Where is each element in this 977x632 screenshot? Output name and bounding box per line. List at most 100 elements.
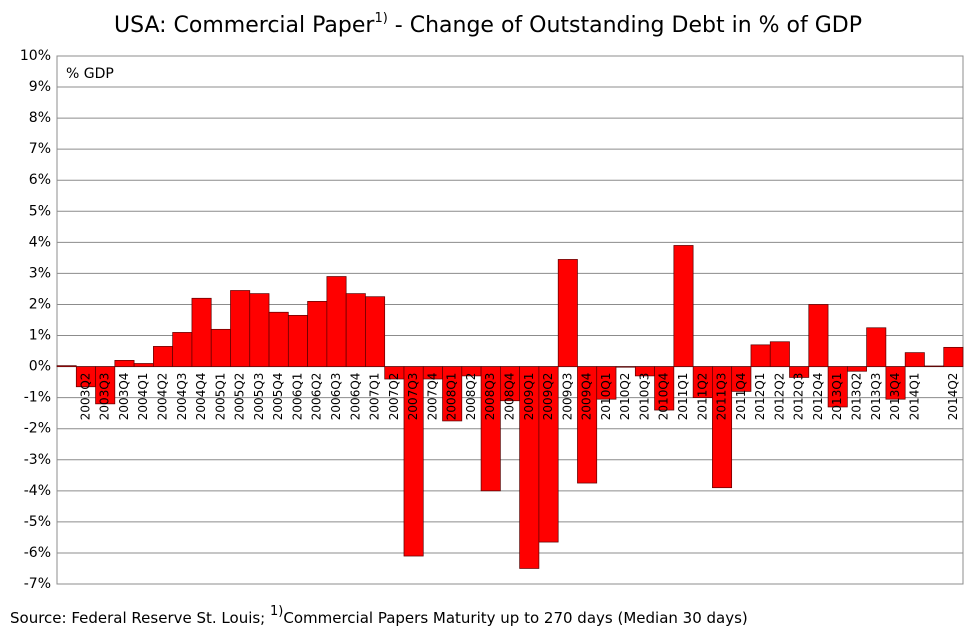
y-tick-label: -7%: [24, 576, 51, 592]
bar: [615, 366, 636, 368]
bar: [56, 365, 77, 367]
bar: [172, 332, 193, 367]
bar: [596, 366, 617, 400]
x-tick-label: 2007Q2: [387, 373, 401, 421]
x-tick-label: 2010Q3: [637, 373, 651, 421]
bar: [789, 366, 810, 378]
bar: [885, 366, 906, 400]
bar: [557, 259, 578, 367]
x-tick-label: 2006Q3: [329, 373, 343, 421]
x-tick-label: 2008Q2: [464, 373, 478, 421]
bar: [153, 346, 174, 367]
x-tick-label: 2004Q4: [194, 373, 208, 421]
y-tick-label: 9%: [29, 79, 51, 95]
chart-title: USA: Commercial Paper1) - Change of Outs…: [114, 11, 862, 39]
bar: [769, 341, 790, 367]
x-tick-label: 2010Q4: [657, 373, 671, 421]
bar: [345, 293, 366, 367]
title-text: USA: Commercial Paper: [114, 13, 375, 38]
bar: [95, 366, 116, 405]
x-tick-label: 2006Q1: [290, 373, 304, 421]
bar: [365, 296, 386, 367]
bar: [210, 328, 231, 367]
bar: [249, 293, 270, 367]
bar: [827, 366, 848, 408]
x-tick-label: 2014Q1: [907, 373, 921, 421]
x-tick-label: 2003Q2: [78, 373, 92, 421]
x-tick-label: 2005Q1: [213, 373, 227, 421]
bar: [731, 366, 752, 392]
source-text: Source: Federal Reserve St. Louis;: [10, 609, 270, 627]
y-tick-label: 8%: [29, 110, 51, 126]
x-tick-label: 2009Q3: [560, 373, 574, 421]
bar: [230, 290, 251, 367]
y-tick-label: 6%: [29, 172, 51, 188]
x-tick-label: 2003Q3: [98, 373, 112, 421]
x-tick-label: 2013Q4: [888, 373, 902, 421]
y-tick-label: 2%: [29, 296, 51, 312]
bar: [480, 366, 501, 492]
x-tick-label: 2005Q4: [271, 373, 285, 421]
y-tick-label: 10%: [20, 48, 51, 64]
y-tick-label: 1%: [29, 328, 51, 344]
bar: [287, 314, 308, 367]
x-tick-label: 2003Q4: [117, 373, 131, 421]
bar: [654, 366, 675, 411]
bar: [846, 366, 867, 372]
source-note: Source: Federal Reserve St. Louis; 1)Com…: [10, 604, 748, 627]
y-tick-label: -4%: [24, 483, 51, 499]
x-tick-label: 2008Q3: [483, 373, 497, 421]
bar: [750, 344, 771, 367]
bar: [808, 304, 829, 367]
x-tick-label: 2006Q4: [348, 373, 362, 421]
y-tick-label: -3%: [24, 452, 51, 468]
bar: [538, 366, 559, 543]
x-tick-label: 2013Q2: [849, 373, 863, 421]
x-tick-label: 2010Q2: [618, 373, 632, 421]
x-tick-label: 2007Q3: [406, 373, 420, 421]
x-tick-label: 2009Q1: [522, 373, 536, 421]
source-text: Commercial Papers Maturity up to 270 day…: [283, 609, 747, 627]
bar: [133, 363, 154, 367]
x-tick-label: 2004Q1: [136, 373, 150, 421]
bar: [326, 276, 347, 367]
plot-frame: [56, 55, 964, 585]
y-tick-label: -1%: [24, 390, 51, 406]
bar: [403, 366, 424, 557]
y-tick-label: -6%: [24, 545, 51, 561]
x-tick-label: 2012Q2: [772, 373, 786, 421]
x-tick-label: 2005Q2: [233, 373, 247, 421]
bar: [943, 346, 964, 367]
annotation: % GDP: [66, 66, 114, 82]
title-superscript: 1): [374, 11, 387, 26]
x-tick-label: 2004Q2: [156, 373, 170, 421]
y-tick-label: 5%: [29, 203, 51, 219]
x-tick-label: 2007Q4: [425, 373, 439, 421]
bar: [866, 327, 887, 367]
x-tick-label: 2009Q2: [541, 373, 555, 421]
x-tick-label: 2008Q4: [503, 373, 517, 421]
source-superscript: 1): [270, 604, 283, 619]
x-tick-label: 2012Q4: [811, 373, 825, 421]
y-tick-label: 3%: [29, 265, 51, 281]
x-tick-label: 2009Q4: [580, 373, 594, 421]
x-tick-label: 2006Q2: [310, 373, 324, 421]
bar: [268, 311, 289, 367]
y-tick-label: -5%: [24, 514, 51, 530]
x-tick-label: 2011Q1: [676, 373, 690, 421]
x-tick-label: 2012Q1: [753, 373, 767, 421]
x-tick-label: 2012Q3: [792, 373, 806, 421]
x-tick-label: 2005Q3: [252, 373, 266, 421]
bar: [712, 366, 733, 489]
x-tick-label: 2011Q2: [695, 373, 709, 421]
x-tick-label: 2004Q3: [175, 373, 189, 421]
bar: [442, 366, 463, 422]
bar: [904, 352, 925, 367]
x-tick-label: 2011Q4: [734, 373, 748, 421]
bar: [673, 245, 694, 367]
x-tick-label: 2011Q3: [715, 373, 729, 421]
x-tick-label: 2008Q1: [445, 373, 459, 421]
title-text: - Change of Outstanding Debt in % of GDP: [388, 13, 862, 38]
